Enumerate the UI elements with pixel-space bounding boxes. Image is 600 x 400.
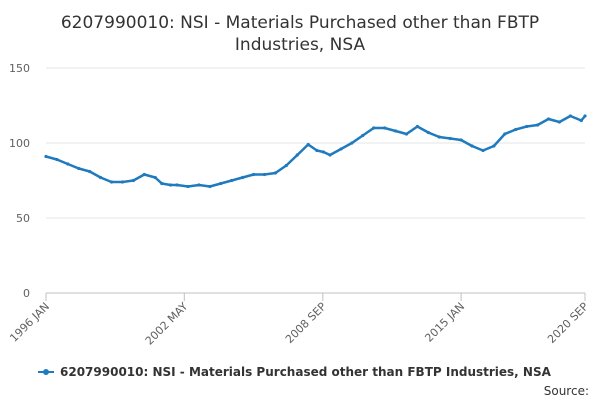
data-point [383,126,387,130]
data-point [503,132,507,136]
data-point [175,183,179,187]
data-point [525,124,529,129]
y-tick-label: 0 [23,287,30,300]
series-group [44,114,587,189]
data-point [88,169,92,174]
data-point [252,172,256,177]
data-point [208,184,212,189]
data-point [160,181,164,186]
data-point [546,117,551,121]
data-point [579,118,583,123]
data-point [306,142,310,147]
legend-dot-marker [43,369,49,375]
data-point [230,178,234,183]
data-point [241,175,245,180]
data-point [295,153,299,157]
data-point [197,183,201,187]
data-point [339,147,343,151]
x-axis-ticks: 1996 JAN 2002 MAY 2008 SEP 2015 JAN 2020 SEP [7,293,591,348]
y-axis-labels: 0 50 100 150 [9,62,30,300]
data-point [131,178,135,183]
data-point [273,171,277,175]
data-point [536,123,540,127]
data-point [77,166,81,171]
legend-label: 6207990010: NSI - Materials Purchased ot… [60,365,552,379]
data-point [186,184,190,189]
y-tick-label: 150 [9,62,30,75]
data-point [415,124,419,129]
x-tick-label: 2002 MAY [143,300,191,348]
data-point [168,183,173,187]
data-point [142,172,146,177]
data-point [481,148,485,153]
data-point [459,138,463,142]
y-tick-label: 100 [9,137,30,150]
data-point [284,163,288,168]
data-point [109,180,114,184]
data-point [470,144,474,148]
grid-lines [46,67,585,219]
data-point [262,172,267,177]
data-point [448,136,452,141]
data-point [44,154,48,159]
data-point [404,132,409,136]
x-tick-label: 2015 JAN [422,300,467,345]
data-point [120,180,125,184]
source-label: Source: [544,384,589,398]
x-tick-label: 2020 SEP [545,300,591,346]
legend: 6207990010: NSI - Materials Purchased ot… [38,365,552,379]
data-point [394,129,398,133]
chart-title-line-1: 6207990010: NSI - Materials Purchased ot… [61,13,539,33]
data-point [350,141,354,145]
data-point [557,120,562,124]
data-point [437,135,441,139]
chart-title: 6207990010: NSI - Materials Purchased ot… [61,13,539,55]
data-point [153,175,157,180]
chart-title-line-2: Industries, NSA [235,35,366,55]
data-point [328,153,332,157]
data-point [514,127,518,132]
data-point [372,126,376,130]
data-point [315,148,319,153]
data-point [426,130,430,135]
data-point [66,162,70,166]
data-point [492,144,496,148]
data-point [55,157,59,162]
data-point [583,114,587,118]
x-tick-label: 2008 SEP [283,300,329,346]
data-point [99,175,103,180]
x-tick-label: 1996 JAN [7,300,52,345]
data-point [321,150,326,154]
data-point [219,181,223,186]
data-point [361,133,365,138]
data-point [568,114,573,118]
y-tick-label: 50 [16,212,30,225]
